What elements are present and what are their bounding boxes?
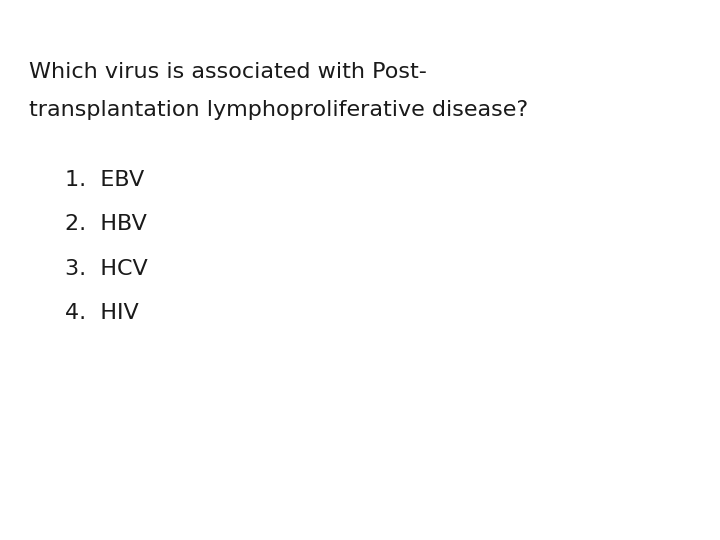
Text: 1.  EBV: 1. EBV (65, 170, 144, 190)
Text: 2.  HBV: 2. HBV (65, 214, 147, 234)
Text: Which virus is associated with Post-: Which virus is associated with Post- (29, 62, 427, 82)
Text: transplantation lymphoproliferative disease?: transplantation lymphoproliferative dise… (29, 100, 528, 120)
Text: 4.  HIV: 4. HIV (65, 303, 138, 323)
Text: 3.  HCV: 3. HCV (65, 259, 148, 279)
